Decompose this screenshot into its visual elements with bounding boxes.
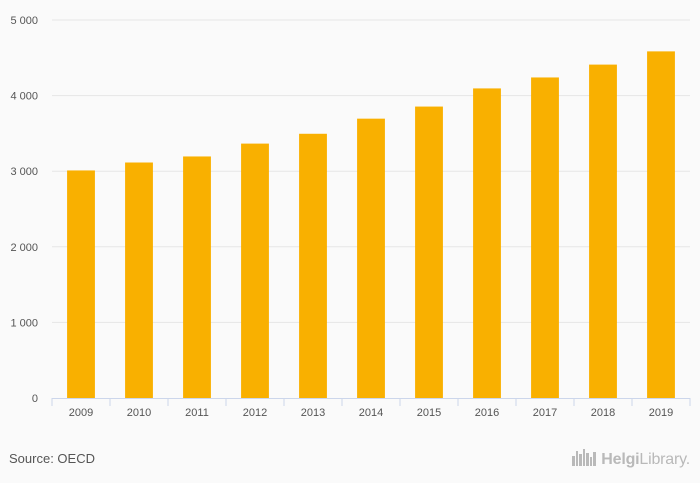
bar-2014[interactable] (357, 118, 385, 399)
y-axis-labels: 0 1 000 2 000 3 000 4 000 5 000 (10, 15, 38, 405)
x-tick-label: 2015 (417, 407, 441, 419)
x-tick-label: 2016 (475, 407, 499, 419)
helgi-library-logo[interactable]: HelgiLibrary. (571, 448, 690, 471)
bar-2009[interactable] (67, 170, 95, 398)
x-axis-ticks (51, 398, 691, 406)
x-tick-label: 2010 (127, 407, 151, 419)
x-tick-label: 2011 (185, 407, 209, 419)
x-tick-label: 2009 (69, 407, 93, 419)
y-tick-label: 4 000 (10, 91, 38, 103)
skyline-icon (571, 448, 597, 471)
y-tick-label: 0 (32, 393, 38, 405)
bar-2017[interactable] (531, 77, 559, 399)
bar-2018[interactable] (589, 64, 617, 398)
bar-2012[interactable] (241, 143, 269, 398)
bar-2015[interactable] (415, 106, 443, 398)
x-tick-label: 2018 (591, 407, 615, 419)
bar-2019[interactable] (647, 51, 675, 399)
x-tick-label: 2013 (301, 407, 325, 419)
x-tick-label: 2017 (533, 407, 557, 419)
bars (67, 51, 675, 399)
brand-name: HelgiLibrary. (601, 451, 690, 469)
y-tick-label: 3 000 (10, 166, 38, 178)
brand-bold: Helgi (601, 450, 640, 468)
x-axis-labels: 2009 2010 2011 2012 2013 2014 2015 2016 2017 2018… (69, 407, 673, 419)
bar-2013[interactable] (299, 133, 327, 398)
bar-2010[interactable] (125, 162, 153, 398)
bar-2016[interactable] (473, 88, 501, 398)
y-tick-label: 2 000 (10, 242, 38, 254)
bar-2011[interactable] (183, 156, 211, 398)
y-tick-label: 1 000 (10, 317, 38, 329)
x-tick-label: 2014 (359, 407, 383, 419)
x-tick-label: 2012 (243, 407, 267, 419)
y-tick-label: 5 000 (10, 15, 38, 27)
x-tick-label: 2019 (649, 407, 673, 419)
source-note: Source: OECD (9, 451, 95, 466)
brand-light: Library. (639, 450, 690, 468)
